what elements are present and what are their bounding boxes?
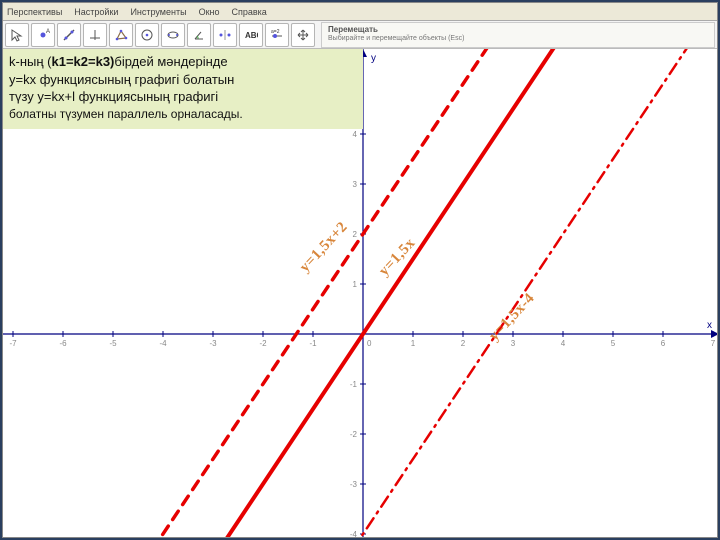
note-line4: болатны түзумен параллель орналасады.	[9, 106, 357, 122]
menu-item[interactable]: Настройки	[74, 7, 118, 17]
reflect-icon	[218, 28, 232, 42]
svg-text:1: 1	[353, 280, 358, 289]
tool-text[interactable]: ABC	[239, 23, 263, 47]
tool-reflect[interactable]	[213, 23, 237, 47]
tool-angle[interactable]	[187, 23, 211, 47]
svg-text:3: 3	[353, 180, 358, 189]
svg-text:a=2: a=2	[271, 29, 280, 35]
tool-polygon[interactable]	[109, 23, 133, 47]
svg-text:-2: -2	[259, 339, 267, 348]
svg-text:-4: -4	[350, 530, 358, 537]
text-icon: ABC	[244, 28, 258, 42]
svg-text:-2: -2	[350, 430, 358, 439]
svg-text:5: 5	[611, 339, 616, 348]
svg-text:y: y	[371, 53, 376, 64]
hint-sub: Выбирайте и перемещайте объекты (Esc)	[328, 35, 708, 43]
tool-move[interactable]	[5, 23, 29, 47]
menu-item[interactable]: Перспективы	[7, 7, 62, 17]
svg-text:4: 4	[353, 130, 358, 139]
hint-title: Перемещать	[328, 26, 708, 35]
svg-text:1: 1	[411, 339, 416, 348]
tool-pan[interactable]	[291, 23, 315, 47]
svg-text:3: 3	[511, 339, 516, 348]
svg-text:2: 2	[353, 230, 358, 239]
svg-text:2: 2	[461, 339, 466, 348]
slider-icon: a=2	[270, 28, 284, 42]
menubar: Перспективы Настройки Инструменты Окно С…	[3, 3, 717, 21]
svg-text:-5: -5	[109, 339, 117, 348]
note-line2: у=kx функциясының графигі болатын	[9, 71, 357, 89]
svg-text:-3: -3	[209, 339, 217, 348]
app-window: Перспективы Настройки Инструменты Окно С…	[2, 2, 718, 538]
svg-text:-3: -3	[350, 480, 358, 489]
svg-text:4: 4	[561, 339, 566, 348]
perp-icon	[88, 28, 102, 42]
svg-text:-6: -6	[59, 339, 67, 348]
toolbar: A ABC a=2 Переме	[3, 21, 717, 49]
tool-point[interactable]: A	[31, 23, 55, 47]
plot-stage: -7 -6 -5 -4 -3 -2 -1 1 2 3 4 5 6 7 -4 -3 -2 -1 1 2 3 4 0 y x k-н…	[3, 49, 717, 537]
line-icon	[62, 28, 76, 42]
point-icon: A	[36, 28, 50, 42]
pan-icon	[296, 28, 310, 42]
svg-text:-1: -1	[350, 380, 358, 389]
svg-text:A: A	[46, 29, 50, 35]
angle-icon	[192, 28, 206, 42]
svg-text:x: x	[707, 320, 712, 331]
ellipse-icon	[166, 28, 180, 42]
svg-text:ABC: ABC	[245, 31, 258, 40]
note-box: k-ның (k1=k2=k3)бірдей мәндерінде у=kx ф…	[3, 49, 363, 129]
tool-circle[interactable]	[135, 23, 159, 47]
svg-text:7: 7	[711, 339, 716, 348]
menu-item[interactable]: Окно	[199, 7, 220, 17]
svg-text:0: 0	[367, 339, 372, 348]
menu-item[interactable]: Справка	[231, 7, 266, 17]
note-line3: түзу у=kx+l функциясының графигі	[9, 88, 357, 106]
svg-text:6: 6	[661, 339, 666, 348]
hint-box: Перемещать Выбирайте и перемещайте объек…	[321, 22, 715, 48]
cursor-icon	[10, 28, 24, 42]
tool-line[interactable]	[57, 23, 81, 47]
note-line1: k-ның (k1=k2=k3)бірдей мәндерінде	[9, 53, 357, 71]
svg-text:-7: -7	[9, 339, 17, 348]
circle-icon	[140, 28, 154, 42]
polygon-icon	[114, 28, 128, 42]
tool-ellipse[interactable]	[161, 23, 185, 47]
menu-item[interactable]: Инструменты	[130, 7, 186, 17]
tool-slider[interactable]: a=2	[265, 23, 289, 47]
tool-perp[interactable]	[83, 23, 107, 47]
svg-text:-4: -4	[159, 339, 167, 348]
svg-text:-1: -1	[309, 339, 317, 348]
